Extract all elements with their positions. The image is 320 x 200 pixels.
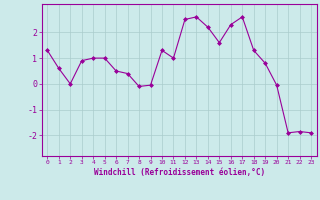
X-axis label: Windchill (Refroidissement éolien,°C): Windchill (Refroidissement éolien,°C) [94,168,265,177]
